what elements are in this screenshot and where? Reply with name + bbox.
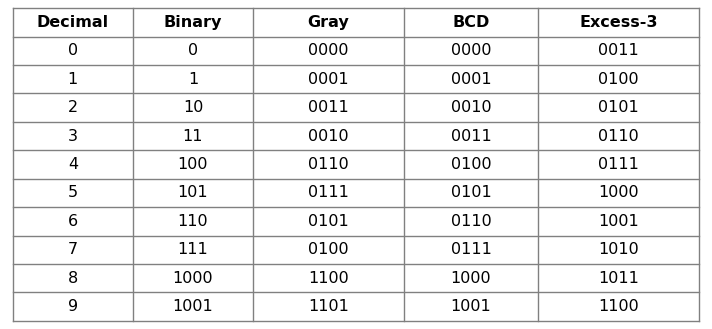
Text: 0001: 0001 [451,72,491,87]
Text: 0101: 0101 [308,214,349,229]
Text: 11: 11 [183,129,203,143]
Text: 100: 100 [178,157,208,172]
Text: 0100: 0100 [451,157,491,172]
Text: 1: 1 [68,72,78,87]
Text: 4: 4 [68,157,78,172]
Text: 0100: 0100 [598,72,639,87]
Text: Excess-3: Excess-3 [580,15,658,30]
Text: 1010: 1010 [598,242,639,257]
Text: 0011: 0011 [308,100,349,115]
Text: 1000: 1000 [173,271,214,286]
Text: 0011: 0011 [598,43,639,58]
Text: 0110: 0110 [598,129,639,143]
Text: 0111: 0111 [308,186,349,200]
Text: 2: 2 [68,100,78,115]
Text: 0110: 0110 [308,157,349,172]
Text: Binary: Binary [164,15,222,30]
Text: BCD: BCD [452,15,490,30]
Text: 7: 7 [68,242,78,257]
Text: 1: 1 [188,72,198,87]
Text: 1000: 1000 [451,271,491,286]
Text: 1000: 1000 [598,186,639,200]
Text: Decimal: Decimal [37,15,109,30]
Text: 10: 10 [183,100,203,115]
Text: 0000: 0000 [451,43,491,58]
Text: 9: 9 [68,299,78,314]
Text: 0111: 0111 [451,242,491,257]
Text: 8: 8 [68,271,78,286]
Text: 0: 0 [68,43,78,58]
Text: 101: 101 [178,186,209,200]
Text: 0110: 0110 [451,214,491,229]
Text: 5: 5 [68,186,78,200]
Text: 1001: 1001 [598,214,639,229]
Text: 6: 6 [68,214,78,229]
Text: Gray: Gray [308,15,350,30]
Text: 1100: 1100 [308,271,349,286]
Text: 1001: 1001 [172,299,214,314]
Text: 0010: 0010 [451,100,491,115]
Text: 0010: 0010 [308,129,349,143]
Text: 0111: 0111 [598,157,639,172]
Text: 0001: 0001 [308,72,349,87]
Text: 0000: 0000 [308,43,349,58]
Text: 1100: 1100 [598,299,639,314]
Text: 1011: 1011 [598,271,639,286]
Text: 0101: 0101 [451,186,491,200]
Text: 1101: 1101 [308,299,349,314]
Text: 111: 111 [177,242,209,257]
Text: 0101: 0101 [598,100,639,115]
Text: 0011: 0011 [451,129,491,143]
Text: 0: 0 [188,43,198,58]
Text: 3: 3 [68,129,78,143]
Text: 0100: 0100 [308,242,349,257]
Text: 1001: 1001 [451,299,491,314]
Text: 110: 110 [178,214,209,229]
